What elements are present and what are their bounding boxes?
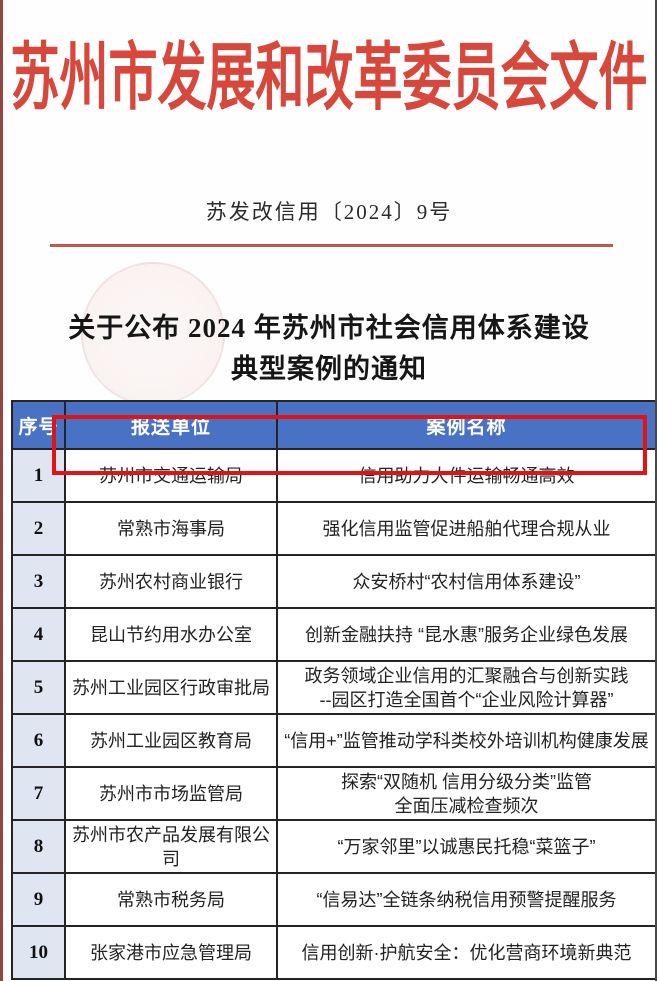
row-index: 4 bbox=[11, 607, 66, 662]
table-header-row: 序号 报送单位 案例名称 bbox=[11, 400, 655, 450]
row-index: 1 bbox=[11, 448, 66, 503]
notice-title-line1: 关于公布 2024 年苏州市社会信用体系建设 bbox=[68, 313, 590, 343]
notice-title: 关于公布 2024 年苏州市社会信用体系建设 典型案例的通知 bbox=[3, 308, 655, 390]
col-header-case: 案例名称 bbox=[276, 400, 655, 450]
unit-cell: 苏州市交通运输局 bbox=[64, 448, 278, 503]
unit-cell: 苏州工业园区行政审批局 bbox=[64, 660, 278, 715]
table-row-10: 10 张家港市应急管理局 信用创新·护航安全：优化营商环境新典范 bbox=[11, 925, 655, 980]
row-index: 2 bbox=[11, 501, 66, 556]
case-cell: 强化信用监管促进船舶代理合规从业 bbox=[276, 501, 655, 556]
unit-cell: 苏州农村商业银行 bbox=[64, 554, 278, 609]
row-index: 9 bbox=[11, 872, 66, 927]
table-row-5: 5 苏州工业园区行政审批局 政务领域企业信用的汇聚融合与创新实践 --园区打造全… bbox=[11, 660, 655, 715]
table-row-4: 4 昆山节约用水办公室 创新金融扶持 “昆水惠”服务企业绿色发展 bbox=[11, 607, 655, 662]
row-index: 8 bbox=[11, 819, 66, 874]
case-cell: 创新金融扶持 “昆水惠”服务企业绿色发展 bbox=[276, 607, 655, 662]
table-row-1: 1 苏州市交通运输局 信用助力大件运输畅通高效 bbox=[11, 448, 655, 503]
case-cell: “万家邻里”以诚惠民托稳“菜篮子” bbox=[276, 819, 655, 874]
case-cell: “信易达”全链条纳税信用预警提醒服务 bbox=[276, 872, 655, 927]
table-row-9: 9 常熟市税务局 “信易达”全链条纳税信用预警提醒服务 bbox=[11, 872, 655, 927]
unit-cell: 常熟市海事局 bbox=[64, 501, 278, 556]
table-row-3: 3 苏州农村商业银行 众安桥村“农村信用体系建设” bbox=[11, 554, 655, 609]
unit-cell: 张家港市应急管理局 bbox=[64, 925, 278, 980]
col-header-index: 序号 bbox=[11, 400, 66, 450]
unit-cell: 苏州工业园区教育局 bbox=[64, 713, 278, 768]
row-index: 6 bbox=[11, 713, 66, 768]
table-row-6: 6 苏州工业园区教育局 “信用+”监管推动学科类校外培训机构健康发展 bbox=[11, 713, 655, 768]
case-cell: 政务领域企业信用的汇聚融合与创新实践 --园区打造全国首个“企业风险计算器” bbox=[276, 660, 655, 715]
cases-table: 序号 报送单位 案例名称 1 苏州市交通运输局 信用助力大件运输畅通高效 2 常… bbox=[11, 400, 655, 980]
row-index: 7 bbox=[11, 766, 66, 821]
seal-watermark bbox=[81, 262, 225, 406]
col-header-unit: 报送单位 bbox=[64, 400, 278, 450]
case-cell: 探索“双随机 信用分级分类”监管 全面压减检查频次 bbox=[276, 766, 655, 821]
notice-title-line2: 典型案例的通知 bbox=[231, 354, 427, 384]
row-index: 3 bbox=[11, 554, 66, 609]
case-cell: 信用创新·护航安全：优化营商环境新典范 bbox=[276, 925, 655, 980]
red-divider-line bbox=[50, 244, 613, 247]
unit-cell: 昆山节约用水办公室 bbox=[64, 607, 278, 662]
letterhead-title: 苏州市发展和改革委员会文件 bbox=[10, 36, 648, 119]
unit-cell: 常熟市税务局 bbox=[64, 872, 278, 927]
row-index: 10 bbox=[11, 925, 66, 980]
table-row-2: 2 常熟市海事局 强化信用监管促进船舶代理合规从业 bbox=[11, 501, 655, 556]
case-cell: 信用助力大件运输畅通高效 bbox=[276, 448, 655, 503]
unit-cell: 苏州市农产品发展有限公司 bbox=[64, 819, 278, 874]
table-row-7: 7 苏州市市场监管局 探索“双随机 信用分级分类”监管 全面压减检查频次 bbox=[11, 766, 655, 821]
unit-cell: 苏州市市场监管局 bbox=[64, 766, 278, 821]
row-index: 5 bbox=[11, 660, 66, 715]
document-number: 苏发改信用〔2024〕9号 bbox=[205, 200, 453, 224]
case-cell: “信用+”监管推动学科类校外培训机构健康发展 bbox=[276, 713, 655, 768]
case-cell: 众安桥村“农村信用体系建设” bbox=[276, 554, 655, 609]
table-row-8-highlighted: 8 苏州市农产品发展有限公司 “万家邻里”以诚惠民托稳“菜篮子” bbox=[11, 819, 655, 874]
